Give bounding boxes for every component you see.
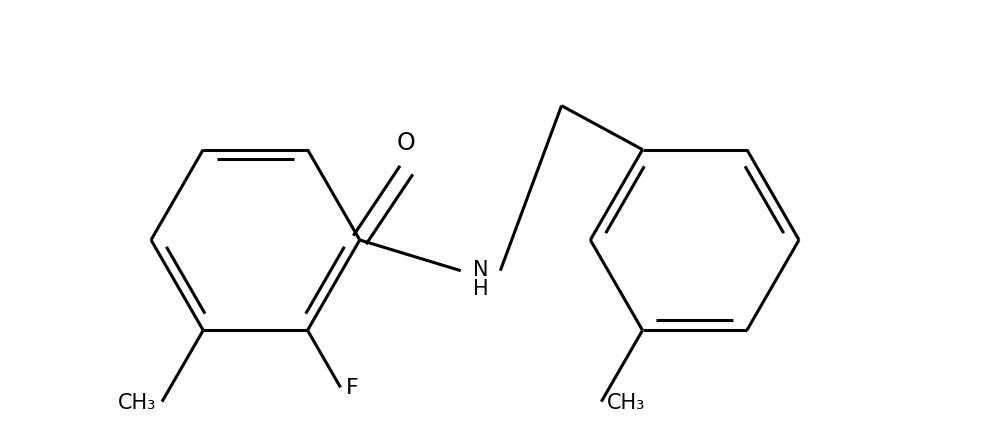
Text: F: F [346,377,359,397]
Text: O: O [397,130,415,154]
Text: CH₃: CH₃ [118,392,156,412]
Text: N
H: N H [473,259,488,298]
Text: CH₃: CH₃ [606,392,645,412]
